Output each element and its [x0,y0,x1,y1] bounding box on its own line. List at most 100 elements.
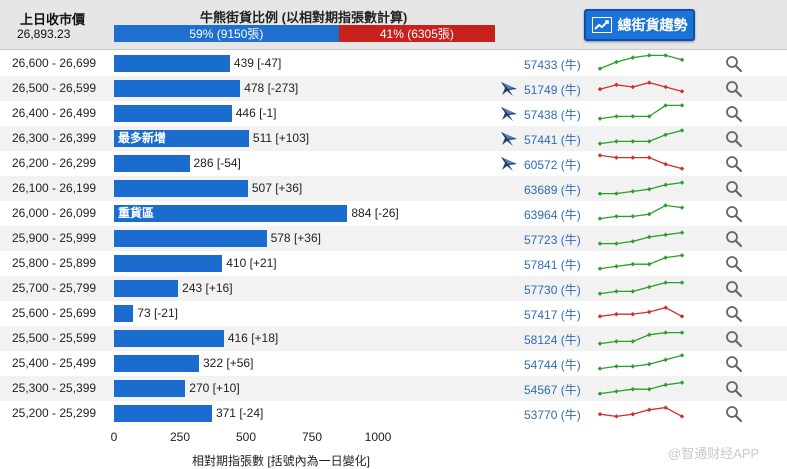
search-icon[interactable] [725,280,743,298]
bar-daily-change: [+16] [205,281,233,295]
total-outstanding-trend-button[interactable]: 總街貨趨勢 [584,9,695,41]
bar [114,155,190,172]
bar-daily-change: [-26] [374,206,399,220]
sparkline-point [630,239,636,244]
sparkline-point [614,264,619,269]
sparkline-point [614,59,619,65]
sparkline-point [630,364,636,369]
sparkline-point [646,53,652,58]
trend-sparkline [597,253,685,271]
bar-daily-change: [-273] [267,81,299,95]
trend-sparkline [597,53,685,71]
warrant-code-link[interactable]: 58124 (牛) [524,333,581,347]
header-bar: 上日收市價 26,893.23 牛熊街貨比例 (以相對期指張數計算) 59% (… [0,0,787,50]
warrant-code-link[interactable]: 57441 (牛) [524,133,581,147]
warrant-code-link[interactable]: 60572 (牛) [524,158,581,172]
trend-sparkline [597,405,685,419]
bar-value-label: 478 [-273] [244,81,298,95]
sparkline-point [679,280,685,285]
sparkline-point [679,166,685,171]
table-row: 26,000 - 26,099 重貨區 884 [-26] 63964 (牛) [0,201,787,226]
sparkline-point [646,234,652,240]
bar-daily-change: [-54] [216,156,241,170]
sparkline-point [679,380,685,385]
bar-value: 478 [244,81,265,95]
trend-sparkline [597,305,685,319]
warrant-code-link[interactable]: 54744 (牛) [524,358,581,372]
sparkline-point [614,414,619,419]
warrant-code-link[interactable]: 51749 (牛) [524,83,581,97]
sparkline-point [663,255,668,260]
bar-daily-change: [+36] [293,231,321,245]
search-icon[interactable] [725,105,743,123]
sparkline-point [597,411,603,417]
sparkline-point [679,230,685,235]
sparkline-point [646,139,652,144]
table-row: 25,400 - 25,499 322 [+56] 54744 (牛) [0,351,787,376]
search-icon[interactable] [725,255,743,273]
warrant-code-link[interactable]: 57730 (牛) [524,283,581,297]
warrant-code-link[interactable]: 63689 (牛) [524,183,581,197]
x-tick-label: 0 [110,430,118,444]
bar [114,55,230,72]
x-axis-label: 相對期指張數 [括號內為一日變化] [192,454,371,468]
sparkline-point [630,84,636,90]
sparkline-point [614,155,619,160]
sparkline-point [614,241,619,246]
sparkline-point [597,366,603,371]
warrant-code-link[interactable]: 57723 (牛) [524,233,581,247]
sparkline-point [679,314,685,319]
bar-value: 416 [227,331,248,345]
warrant-code-link[interactable]: 57438 (牛) [524,108,581,122]
search-icon[interactable] [725,305,743,323]
table-row: 25,900 - 25,999 578 [+36] 57723 (牛) [0,226,787,251]
bear-icon [501,82,517,96]
trend-chart-icon [591,17,612,33]
bar-value-label: 286 [-54] [194,156,241,170]
sparkline-point [597,314,603,319]
sparkline-line [599,154,683,170]
table-row: 25,800 - 25,899 410 [+21] 57841 (牛) [0,251,787,276]
sparkline-point [646,361,652,367]
search-icon[interactable] [725,355,743,373]
search-icon[interactable] [725,405,743,423]
bear-icon [501,157,517,171]
search-icon[interactable] [725,380,743,398]
warrant-code-link[interactable]: 63964 (牛) [524,208,581,222]
sparkline-point [614,214,619,219]
search-icon[interactable] [725,80,743,98]
sparkline-line [599,331,682,345]
sparkline-point [597,341,603,346]
strike-range-label: 26,100 - 26,199 [12,181,97,195]
search-icon[interactable] [725,205,743,223]
sparkline-line [599,129,683,145]
warrant-code-link[interactable]: 53770 (牛) [524,408,581,422]
warrant-code-link[interactable]: 57841 (牛) [524,258,581,272]
sparkline-point [630,261,636,267]
search-icon[interactable] [725,55,743,73]
sparkline-point [663,84,668,90]
search-icon[interactable] [725,180,743,198]
bar-value: 322 [203,356,224,370]
warrant-code-link[interactable]: 54567 (牛) [524,383,581,397]
bar-daily-change: [+56] [226,356,254,370]
bar-value: 286 [193,156,214,170]
bar-value: 439 [233,56,254,70]
strike-range-label: 26,500 - 26,599 [12,81,97,95]
bar-value-label: 507 [+36] [252,181,302,195]
search-icon[interactable] [725,155,743,173]
warrant-code-link[interactable]: 57417 (牛) [524,308,581,322]
sparkline-point [614,114,619,119]
sparkline-point [646,407,652,413]
sparkline-line [599,381,683,395]
bar-daily-change: [+10] [212,381,240,395]
sparkline-point [646,261,652,267]
table-row: 26,400 - 26,499 446 [-1] 57438 (牛) [0,101,787,126]
table-row: 26,500 - 26,599 478 [-273] 51749 (牛) [0,76,787,101]
bar-value-label: 73 [-21] [137,306,178,320]
warrant-code-link[interactable]: 57433 (牛) [524,58,581,72]
search-icon[interactable] [725,130,743,148]
search-icon[interactable] [725,330,743,348]
search-icon[interactable] [725,230,743,248]
bar-value-label: 270 [+10] [189,381,239,395]
